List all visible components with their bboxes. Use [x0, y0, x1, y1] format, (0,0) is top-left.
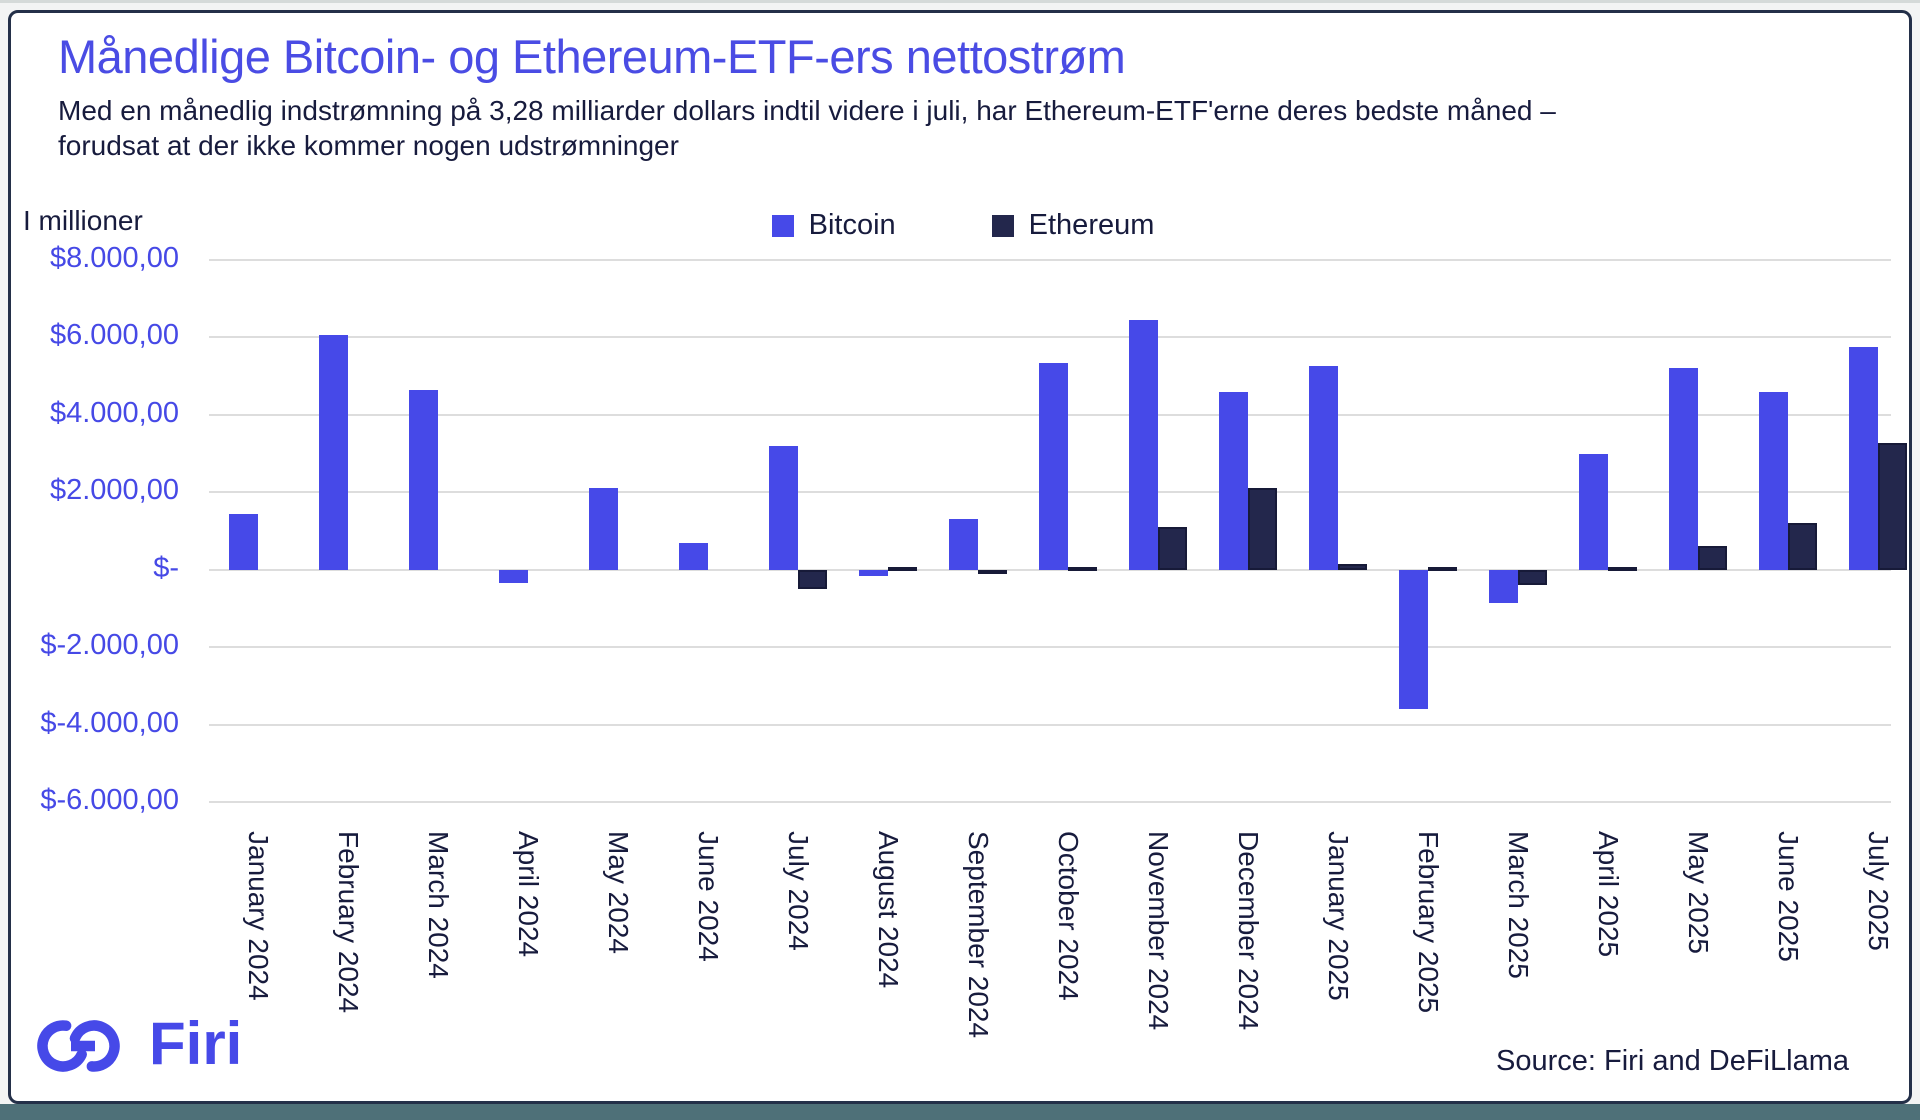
y-tick-label: $-2.000,00: [40, 629, 179, 662]
bar-chart: $8.000,00 $6.000,00 $4.000,00 $2.000,00 $- $-…: [11, 13, 1915, 1107]
x-tick-label: May 2024: [603, 831, 634, 954]
firi-logo-icon: [37, 1019, 120, 1072]
legend-label-ethereum: Ethereum: [1028, 209, 1155, 241]
x-tick-label: March 2025: [1503, 831, 1534, 979]
gridline--2000: [209, 646, 1891, 649]
x-tick-label: October 2024: [1053, 831, 1084, 1001]
bitcoin-bar-December-2024: [1219, 391, 1248, 570]
gridline-2000: [209, 491, 1891, 494]
bitcoin-bar-February-2025: [1399, 569, 1428, 710]
bitcoin-bar-September-2024: [949, 519, 978, 570]
bitcoin-bar-October-2024: [1039, 362, 1068, 570]
x-tick-label: April 2024: [513, 831, 544, 958]
x-tick-label: August 2024: [873, 831, 904, 989]
y-tick-label: $2.000,00: [49, 474, 179, 507]
x-tick-label: November 2024: [1143, 831, 1174, 1031]
y-axis-unit-label: I millioner: [23, 205, 143, 236]
y-tick-label: $-4.000,00: [40, 706, 179, 739]
ethereum-bar-January-2025: [1338, 563, 1367, 570]
ethereum-bar-June-2025: [1788, 523, 1817, 570]
x-tick-label: July 2024: [783, 831, 814, 951]
bitcoin-bar-January-2025: [1309, 366, 1338, 570]
x-tick-label: February 2025: [1413, 831, 1444, 1014]
legend-item-bitcoin: Bitcoin: [771, 209, 896, 242]
x-tick-label: April 2025: [1593, 831, 1624, 958]
x-tick-label: July 2025: [1863, 831, 1894, 951]
chart-card: Månedlige Bitcoin- og Ethereum-ETF-ers n…: [8, 10, 1912, 1104]
ethereum-bar-February-2025: [1428, 566, 1457, 571]
x-tick-label: January 2025: [1323, 831, 1354, 1001]
bitcoin-bar-January-2024: [229, 513, 258, 570]
bitcoin-bar-April-2024: [499, 569, 528, 584]
bitcoin-bar-March-2025: [1489, 569, 1518, 603]
ethereum-bar-September-2024: [978, 569, 1007, 574]
gridline-6000: [209, 336, 1891, 339]
chart-subtitle: Med en månedlig indstrømning på 3,28 mil…: [58, 95, 1556, 161]
ethereum-bar-August-2024: [888, 567, 917, 571]
bitcoin-bar-May-2025: [1669, 368, 1698, 570]
legend: Bitcoin Ethereum: [11, 209, 1915, 242]
x-tick-label: September 2024: [963, 831, 994, 1039]
x-tick-label: June 2025: [1773, 831, 1804, 962]
top-hairline: [0, 0, 1920, 3]
legend-item-ethereum: Ethereum: [991, 209, 1155, 242]
ethereum-bar-July-2025: [1878, 442, 1907, 570]
y-tick-label: $8.000,00: [49, 242, 179, 275]
ethereum-bar-July-2024: [798, 569, 827, 590]
x-tick-label: March 2024: [423, 831, 454, 979]
ethereum-swatch-icon: [991, 214, 1014, 237]
x-tick-label: January 2024: [243, 831, 274, 1001]
x-tick-label: December 2024: [1233, 831, 1264, 1031]
bitcoin-bar-March-2024: [409, 389, 438, 570]
y-tick-label: $-: [153, 551, 179, 584]
source-credit: Source: Firi and DeFiLlama: [1496, 1045, 1849, 1077]
y-tick-label: $4.000,00: [49, 397, 179, 430]
ethereum-bar-December-2024: [1248, 488, 1277, 570]
gridline--6000: [209, 801, 1891, 803]
x-tick-label: June 2024: [693, 831, 724, 962]
bitcoin-bar-June-2025: [1759, 391, 1788, 570]
firi-logo-text: Firi: [149, 1010, 243, 1077]
y-tick-label: $-6.000,00: [40, 784, 179, 817]
ethereum-bar-October-2024: [1068, 567, 1097, 571]
bitcoin-bar-April-2025: [1579, 453, 1608, 570]
legend-label-bitcoin: Bitcoin: [808, 209, 896, 241]
ethereum-bar-March-2025: [1518, 569, 1547, 586]
bitcoin-bar-November-2024: [1129, 320, 1158, 570]
gridline-4000: [209, 413, 1891, 416]
bitcoin-bar-June-2024: [679, 542, 708, 570]
x-tick-label: May 2025: [1683, 831, 1714, 954]
bitcoin-swatch-icon: [771, 214, 794, 237]
ethereum-bar-April-2025: [1608, 566, 1637, 571]
bitcoin-bar-May-2024: [589, 488, 618, 570]
gridline-0: [209, 568, 1891, 571]
bitcoin-bar-July-2025: [1849, 347, 1878, 570]
bitcoin-bar-February-2024: [319, 335, 348, 570]
gridline-8000: [209, 259, 1891, 261]
ethereum-bar-November-2024: [1158, 527, 1187, 570]
bitcoin-bar-August-2024: [859, 569, 888, 576]
y-tick-label: $6.000,00: [49, 319, 179, 352]
firi-logo: Firi: [35, 1009, 242, 1078]
page-title: Månedlige Bitcoin- og Ethereum-ETF-ers n…: [58, 30, 1126, 83]
gridline--4000: [209, 723, 1891, 726]
x-tick-label: February 2024: [333, 831, 364, 1014]
bottom-frame-bar: [0, 1104, 1920, 1120]
bitcoin-bar-July-2024: [769, 445, 798, 570]
ethereum-bar-May-2025: [1698, 546, 1727, 570]
